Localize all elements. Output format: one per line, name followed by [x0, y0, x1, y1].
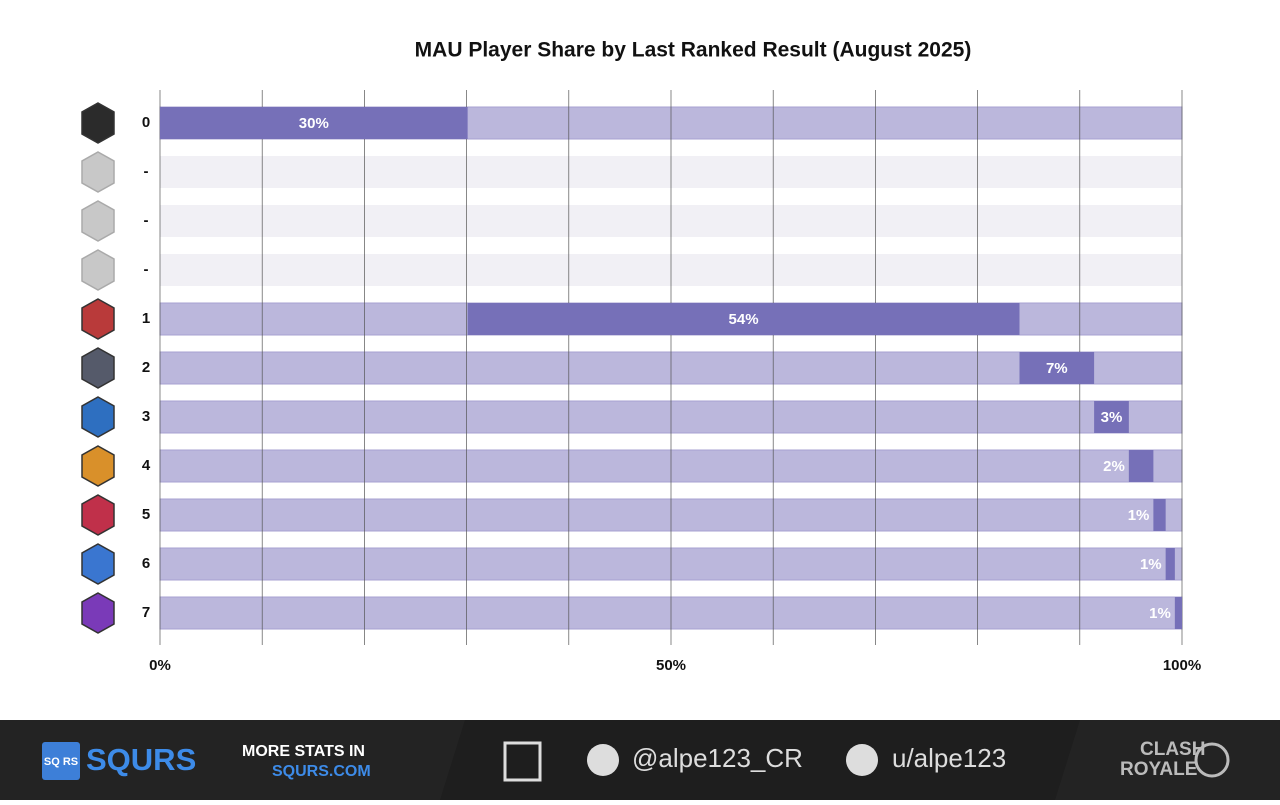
- row-label: 1: [142, 310, 150, 327]
- data-label: 2%: [1103, 458, 1125, 475]
- rank-icon: [81, 592, 115, 634]
- data-label: 1%: [1128, 507, 1150, 524]
- row-label: -: [144, 212, 149, 229]
- squrs-icon: [503, 741, 542, 782]
- x-tick-label: 100%: [1163, 657, 1201, 674]
- promo-link[interactable]: SQURS.COM: [272, 763, 371, 780]
- icon-shape: [81, 592, 115, 634]
- promo-line: MORE STATS IN: [242, 743, 365, 760]
- row-label: 5: [142, 506, 150, 523]
- icon-shape: [81, 249, 115, 291]
- icon-shape: [81, 298, 115, 340]
- data-label: 54%: [729, 311, 759, 328]
- reddit-icon: [846, 744, 878, 776]
- game-logo: CLASH: [1140, 739, 1205, 760]
- icon-shape: [81, 396, 115, 438]
- rank-icon: [81, 396, 115, 438]
- data-label: 1%: [1140, 556, 1162, 573]
- row-label: 3: [142, 408, 150, 425]
- footer: SQ RS SQURS MORE STATS IN SQURS.COM @alp…: [0, 720, 1280, 800]
- twitter-icon: [587, 744, 619, 776]
- bar: [1094, 401, 1129, 433]
- rank-icon: [81, 543, 115, 585]
- data-label: 7%: [1046, 360, 1068, 377]
- bar: [1174, 597, 1182, 629]
- bar: [1019, 352, 1095, 384]
- rank-icon: [81, 445, 115, 487]
- bar: [467, 303, 1020, 335]
- game-logo: ROYALE: [1120, 759, 1197, 780]
- squrs-logo: [42, 742, 80, 780]
- bar: [1128, 450, 1154, 482]
- row-label: 4: [142, 457, 151, 474]
- rank-icon: [81, 151, 115, 193]
- icon-shape: [81, 151, 115, 193]
- plot: 0% 50% 100% 0 30% - - - 1 54% 2 7% 3 3% 4 2% 5 1% 6 1% 7 1%: [142, 90, 1201, 674]
- data-label: 30%: [299, 115, 329, 132]
- icon-shape: [81, 543, 115, 585]
- reddit-handle[interactable]: u/alpe123: [892, 743, 1006, 773]
- footer-panel: [0, 720, 465, 800]
- footer-panel: [1055, 720, 1280, 800]
- brand: SQURS: [86, 742, 196, 777]
- row-label: 2: [142, 359, 150, 376]
- data-label: 3%: [1101, 409, 1123, 426]
- bar: [160, 107, 468, 139]
- x-tick-label: 50%: [656, 657, 686, 674]
- row-label: 6: [142, 555, 150, 572]
- row-label: 0: [142, 114, 150, 131]
- rank-icon: [81, 494, 115, 536]
- row-label: -: [144, 163, 149, 180]
- rank-icon: [81, 249, 115, 291]
- game-crest: [1194, 742, 1230, 778]
- rank-icon: [81, 102, 115, 144]
- row-label: 7: [142, 604, 150, 621]
- x-tick-label: 0%: [149, 657, 171, 674]
- icon-shape: [81, 347, 115, 389]
- rank-icon: [81, 347, 115, 389]
- rank-icon: [81, 298, 115, 340]
- twitter-handle[interactable]: @alpe123_CR: [632, 743, 803, 773]
- bar: [1165, 548, 1175, 580]
- bar: [1153, 499, 1166, 531]
- icon-shape: [81, 494, 115, 536]
- icon-shape: [81, 445, 115, 487]
- rank-icon: [81, 200, 115, 242]
- icon-shape: [81, 102, 115, 144]
- rank-icons: [81, 102, 115, 634]
- row-label: -: [144, 261, 149, 278]
- logo-mark: SQ RS: [44, 756, 78, 768]
- chart-title: MAU Player Share by Last Ranked Result (…: [415, 39, 972, 62]
- icon-shape: [81, 200, 115, 242]
- data-label: 1%: [1149, 605, 1171, 622]
